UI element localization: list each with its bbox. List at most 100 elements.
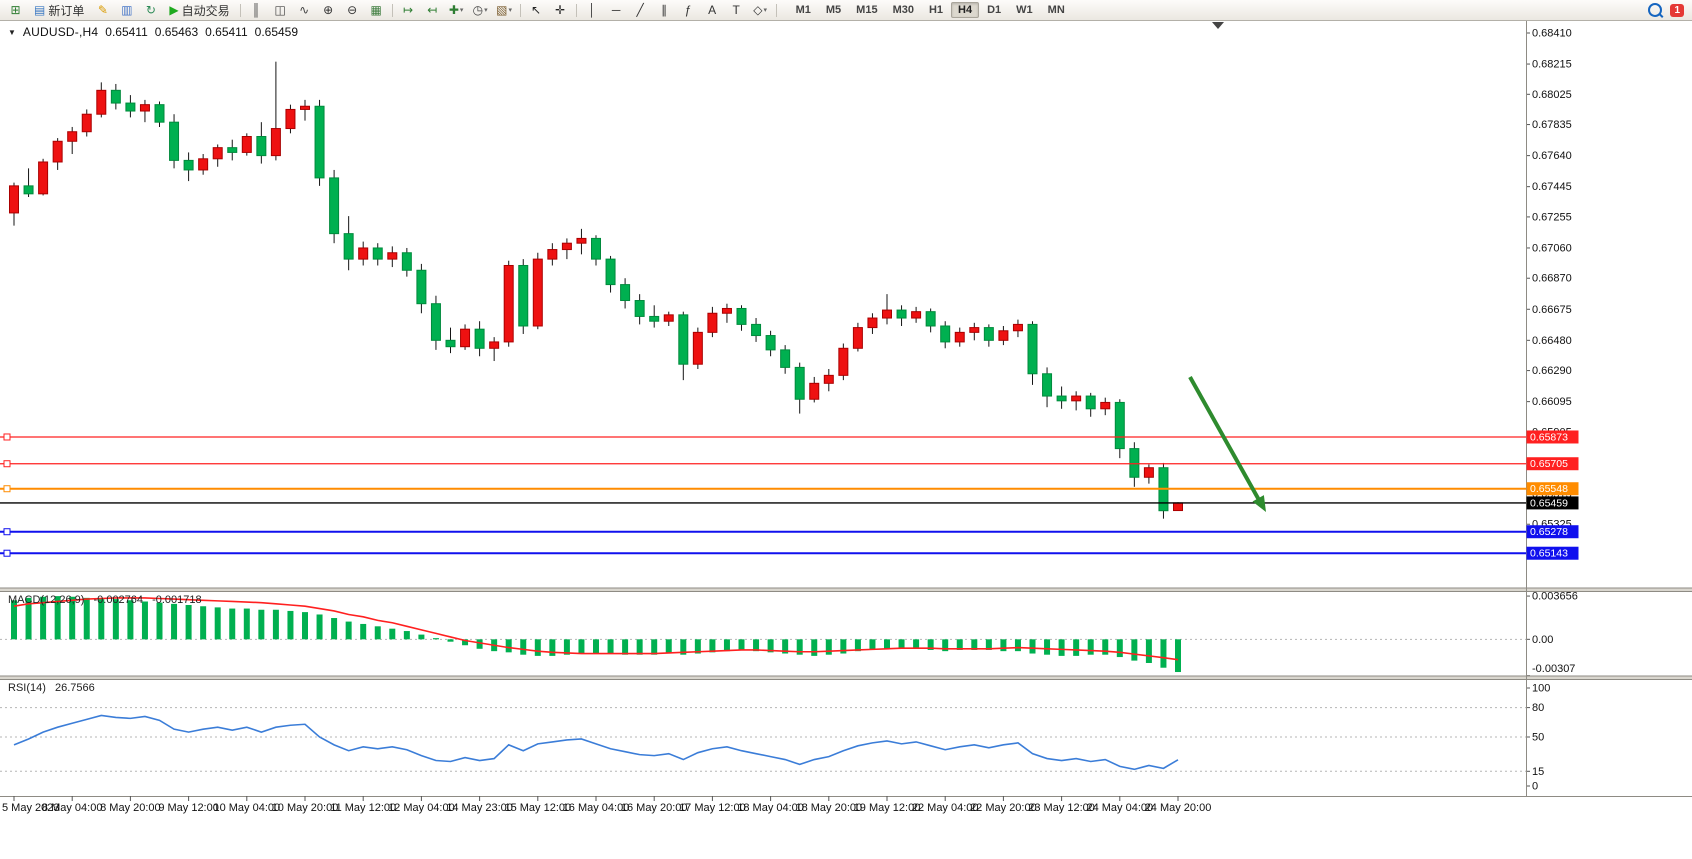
new-chart-icon-glyph: ⊞ [10,3,21,17]
chart-shift-marker[interactable] [1212,22,1224,29]
timeframe-m30[interactable]: M30 [892,4,914,16]
trend-arrow[interactable] [1188,376,1266,512]
toolbar-separator [775,3,777,17]
svg-text:15: 15 [1532,766,1544,778]
periods-icon[interactable]: ◷ ▾ [469,1,492,20]
timeframe-h1[interactable]: H1 [928,4,944,16]
equidistant-channel-icon[interactable]: ∥ [653,1,676,20]
rsi-panel-splitter[interactable] [0,675,1692,680]
autotrading-icon: ▶ [169,3,179,17]
line-handle[interactable] [3,485,11,493]
refresh-icon[interactable]: ↻ [139,1,162,20]
trendline-icon[interactable]: ╱ [629,1,652,20]
indicators-icon-glyph: ✚ [448,3,459,17]
arrows-tool-icon[interactable]: ◇ ▾ [749,1,772,20]
svg-text:14 May 23:00: 14 May 23:00 [446,802,513,814]
fibonacci-icon-glyph: ƒ [684,3,692,17]
timeframe-mn[interactable]: MN [1047,4,1065,16]
horizontal-line-icon[interactable]: ─ [605,1,628,20]
line-handle[interactable] [3,549,11,557]
dropdown-caret-icon: ▾ [763,7,767,14]
timeframe-w1[interactable]: W1 [1016,4,1033,16]
candlesticks [9,61,1183,519]
market-watch-icon[interactable]: ▥ [115,1,138,20]
dropdown-caret-icon: ▾ [484,7,488,14]
zoom-in-icon[interactable]: ⊕ [317,1,340,20]
line-chart-type-icon-glyph: ∿ [299,3,310,17]
chart-shift-icon-glyph: ↤ [427,3,438,17]
new-chart-icon[interactable]: ⊞ [4,1,27,20]
svg-text:24 May 04:00: 24 May 04:00 [1086,802,1153,814]
svg-text:0.65548: 0.65548 [1530,483,1568,495]
svg-text:-0.00307: -0.00307 [1532,663,1575,675]
timeframe-d1[interactable]: D1 [987,4,1002,16]
svg-text:0.66290: 0.66290 [1532,365,1572,377]
line-chart-type-icon[interactable]: ∿ [293,1,316,20]
chart-surface[interactable]: 0.68410 0.68215 0.68025 0.67835 0.67640 0.674… [0,20,1692,859]
svg-text:100: 100 [1532,683,1550,695]
svg-text:10 May 20:00: 10 May 20:00 [272,802,339,814]
crosshair-icon[interactable]: ✛ [549,1,572,20]
svg-text:0.65873: 0.65873 [1530,431,1568,443]
one-click-trading-icon[interactable]: ▼ [8,27,16,37]
svg-text:0.65459: 0.65459 [1530,497,1568,509]
svg-text:0.65705: 0.65705 [1530,458,1568,470]
autotrading-button[interactable]: ▶ 自动交易 [163,1,235,20]
svg-text:24 May 20:00: 24 May 20:00 [1145,802,1212,814]
indicators-icon[interactable]: ✚ ▾ [445,1,468,20]
svg-text:0.66095: 0.66095 [1532,396,1572,408]
candlestick-chart-type-icon[interactable]: ◫ [269,1,292,20]
search-icon[interactable] [1648,3,1663,17]
bar-chart-type-icon[interactable]: ║ [245,1,268,20]
svg-text:0.66480: 0.66480 [1532,335,1572,347]
text-icon[interactable]: A [701,1,724,20]
alerts-badge[interactable]: 1 [1670,3,1684,17]
svg-text:8 May 04:00: 8 May 04:00 [42,802,103,814]
chart-shift-icon[interactable]: ↤ [421,1,444,20]
macd-panel-splitter[interactable] [0,587,1692,592]
tile-windows-icon[interactable]: ▦ [365,1,388,20]
metaeditor-icon[interactable]: ✎ [91,1,114,20]
vertical-line-icon-glyph: │ [588,3,596,17]
timeframe-h4[interactable]: H4 [951,2,980,18]
timeframe-m1[interactable]: M1 [795,4,811,16]
svg-text:50: 50 [1532,732,1544,744]
timeframe-m15[interactable]: M15 [856,4,878,16]
line-handle[interactable] [3,460,11,468]
macd-signal-value: -0.001718 [152,594,202,606]
text-label-icon[interactable]: T [725,1,748,20]
svg-text:22 May 20:00: 22 May 20:00 [970,802,1037,814]
macd-signal-line [13,597,1179,661]
periods-icon-glyph: ◷ [472,3,484,17]
dropdown-caret-icon: ▾ [508,7,513,14]
toolbar: ⊞ ▤ 新订单 ✎ ▥ ↻ ▶ 自动交易 ║ ◫ ∿ ⊕ ⊖ ▦ ↦ ↤ ✚ ▾ ◷ ▾ ▧ ▾ ↖ ✛ │ ─ ╱ ∥ ƒ A T ◇ ▾ M… [0,0,1692,21]
auto-scroll-icon[interactable]: ↦ [397,1,420,20]
dropdown-caret-icon: ▾ [459,7,464,14]
vertical-line-icon[interactable]: │ [581,1,604,20]
svg-text:80: 80 [1532,702,1544,714]
toolbar-separator [239,3,241,17]
price-tag-0.65278: 0.65278 [1526,525,1579,539]
svg-text:0.67060: 0.67060 [1532,242,1572,254]
templates-icon[interactable]: ▧ ▾ [493,1,516,20]
svg-text:23 May 12:00: 23 May 12:00 [1028,802,1095,814]
market-watch-icon-glyph: ▥ [121,3,133,17]
svg-text:0.67835: 0.67835 [1532,119,1572,131]
fibonacci-icon[interactable]: ƒ [677,1,700,20]
timeframe-m5[interactable]: M5 [825,4,842,16]
bar-chart-type-icon-glyph: ║ [251,3,261,17]
crosshair-icon-glyph: ✛ [555,3,566,17]
toolbar-items: ⊞ ▤ 新订单 ✎ ▥ ↻ ▶ 自动交易 ║ ◫ ∿ ⊕ ⊖ ▦ ↦ ↤ ✚ ▾ ◷ ▾ ▧ ▾ ↖ ✛ │ ─ ╱ ∥ ƒ A T ◇ ▾ [4,1,780,20]
horizontal-line-icon-glyph: ─ [611,3,621,17]
line-handle[interactable] [3,433,11,441]
zoom-out-icon[interactable]: ⊖ [341,1,364,20]
svg-text:0.66675: 0.66675 [1532,304,1572,316]
price-axis: 0.68410 0.68215 0.68025 0.67835 0.67640 0.674… [1526,28,1572,562]
svg-text:8 May 20:00: 8 May 20:00 [100,802,161,814]
svg-text:0.003656: 0.003656 [1532,591,1578,603]
new-order-button[interactable]: ▤ 新订单 [28,1,90,20]
macd-name: MACD(12,26,9) [8,594,85,606]
line-handle[interactable] [3,528,11,536]
cursor-icon[interactable]: ↖ [525,1,548,20]
svg-text:10 May 04:00: 10 May 04:00 [213,802,280,814]
